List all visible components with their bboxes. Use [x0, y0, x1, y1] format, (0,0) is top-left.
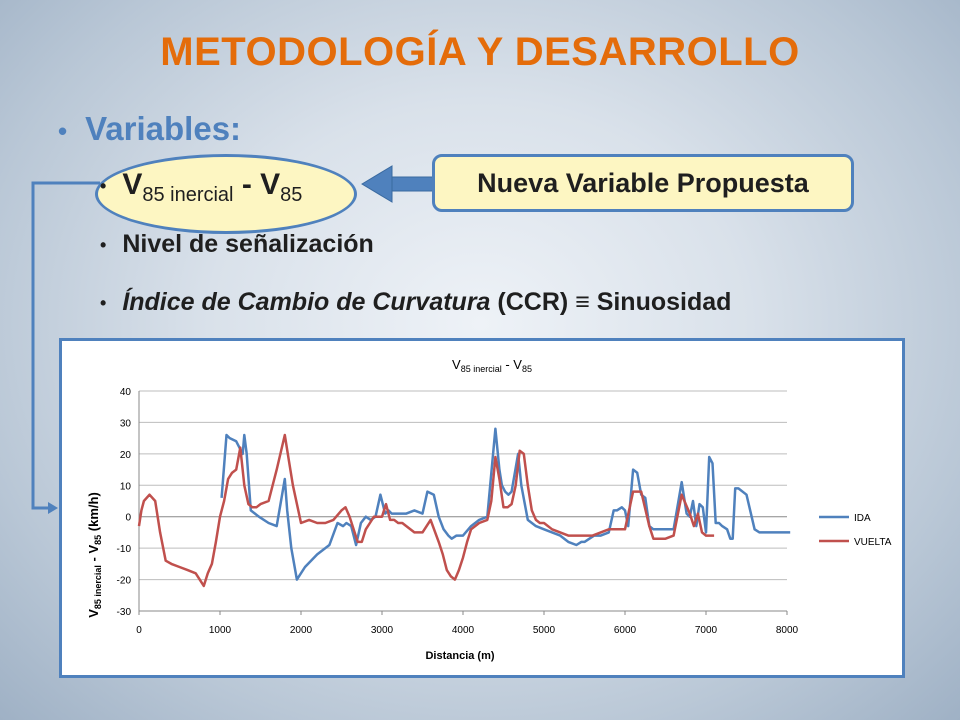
- variables-heading: • Variables:: [58, 110, 241, 148]
- y-tick-label: 40: [120, 387, 132, 398]
- y-tick-label: -30: [117, 607, 132, 618]
- chart-container: V85 inercial - V85 -30 -20 -10 0 10 20 30 40 0 10…: [59, 338, 905, 678]
- legend: IDA VUELTA: [819, 513, 892, 548]
- x-tick-label: 4000: [452, 625, 475, 636]
- variable-v85-diff: • V85 inercial - V85: [100, 168, 302, 207]
- subscript-85: 85: [280, 184, 303, 206]
- y-tick-label: 20: [120, 450, 132, 461]
- y-tick-label: 10: [120, 481, 132, 492]
- series-line-ida: [220, 427, 791, 581]
- slide-title: METODOLOGÍA Y DESARROLLO: [160, 30, 800, 74]
- x-tick-label: 8000: [776, 625, 799, 636]
- line-chart: V85 inercial - V85 -30 -20 -10 0 10 20 30 40 0 10…: [86, 357, 892, 662]
- subscript-85-inercial: 85 inercial: [142, 184, 234, 206]
- bullet-dot-icon: •: [100, 292, 107, 313]
- nivel-label: Nivel de señalización: [122, 230, 374, 258]
- minus-v: - V: [233, 168, 281, 201]
- nueva-variable-callout: Nueva Variable Propuesta: [432, 154, 854, 212]
- x-tick-label: 6000: [614, 625, 637, 636]
- bullet-dot-icon: •: [100, 234, 107, 255]
- callout-arrow-shaft: [389, 176, 436, 192]
- x-tick-label: 0: [136, 625, 142, 636]
- callout-arrow-head-icon: [361, 165, 393, 203]
- y-axis-label: V85 inercial - V85 (km/h): [86, 492, 103, 618]
- y-tick-label: 30: [120, 418, 132, 429]
- y-tick-label: -10: [117, 544, 132, 555]
- highlight-ellipse: [95, 154, 357, 234]
- v-letter: V: [122, 168, 143, 201]
- bullet-dot-icon: •: [58, 115, 68, 146]
- x-tick-label: 3000: [371, 625, 394, 636]
- ccr-italic-label: Índice de Cambio de Curvatura: [122, 288, 491, 316]
- variables-label: Variables:: [85, 110, 242, 147]
- x-axis-label: Distancia (m): [425, 650, 494, 662]
- y-tick-label: 0: [125, 513, 131, 524]
- y-tick-label: -20: [117, 576, 132, 587]
- chart-title: V85 inercial - V85: [452, 357, 532, 374]
- variable-ccr: • Índice de Cambio de Curvatura (CCR) ≡ S…: [100, 288, 731, 317]
- x-tick-label: 5000: [533, 625, 556, 636]
- legend-label-vuelta: VUELTA: [854, 537, 892, 548]
- bracket-arrow-head-icon: [48, 502, 58, 514]
- x-tick-label: 1000: [209, 625, 232, 636]
- variable-nivel-senalizacion: • Nivel de señalización: [100, 230, 374, 259]
- x-tick-label: 2000: [290, 625, 313, 636]
- ccr-rest-label: (CCR) ≡ Sinuosidad: [490, 288, 732, 316]
- bullet-dot-icon: •: [100, 175, 107, 196]
- side-bracket-line: [31, 181, 100, 510]
- series-line-vuelta: [137, 433, 715, 588]
- legend-label-ida: IDA: [854, 513, 871, 524]
- x-tick-label: 7000: [695, 625, 718, 636]
